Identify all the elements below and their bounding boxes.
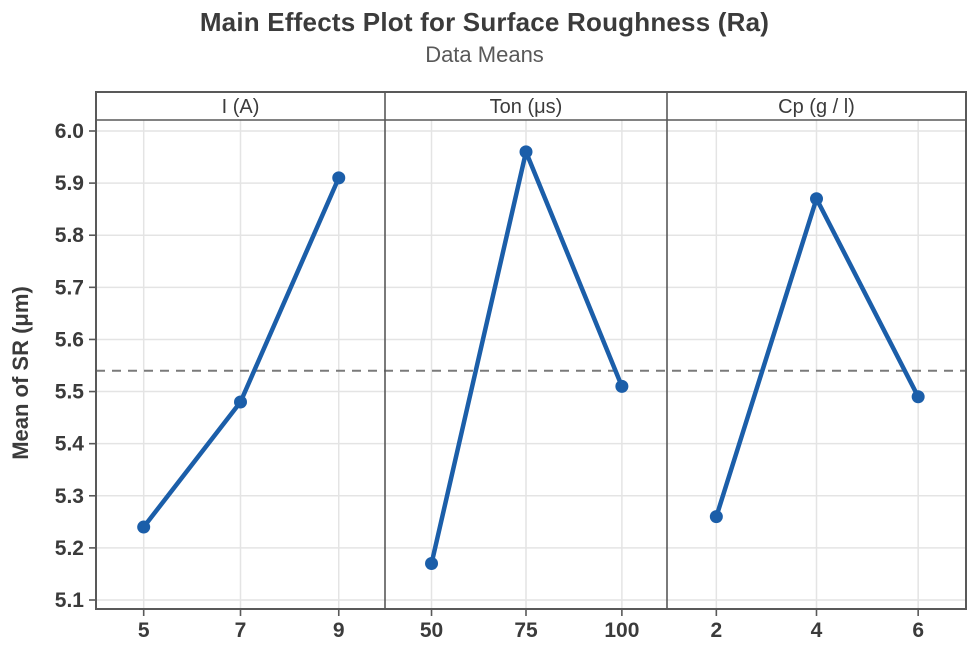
y-tick-label: 5.9 bbox=[55, 172, 84, 195]
x-tick-label: 5 bbox=[138, 619, 150, 642]
y-tick-label: 5.5 bbox=[55, 381, 85, 404]
y-tick-label: 5.7 bbox=[55, 276, 84, 299]
panel-label: I (A) bbox=[222, 96, 260, 118]
y-tick-label: 5.6 bbox=[55, 328, 84, 351]
chart-subtitle: Data Means bbox=[425, 42, 544, 67]
data-point bbox=[615, 379, 629, 393]
data-point bbox=[810, 192, 823, 206]
x-tick-label: 50 bbox=[420, 619, 443, 642]
y-tick-label: 5.1 bbox=[55, 589, 85, 612]
x-tick-label: 7 bbox=[235, 619, 247, 642]
x-tick-label: 100 bbox=[604, 619, 639, 642]
chart-title: Main Effects Plot for Surface Roughness … bbox=[199, 7, 770, 37]
y-tick-label: 5.4 bbox=[55, 433, 85, 456]
x-tick-label: 4 bbox=[811, 619, 823, 642]
data-point bbox=[332, 171, 346, 185]
panel-label: Ton (μs) bbox=[490, 96, 563, 118]
x-tick-label: 6 bbox=[912, 619, 924, 642]
y-tick-label: 5.2 bbox=[55, 537, 84, 560]
data-point bbox=[709, 510, 723, 524]
data-point bbox=[137, 520, 151, 534]
y-tick-label: 6.0 bbox=[55, 120, 84, 143]
panel-label: Cp (g / l) bbox=[778, 96, 855, 118]
x-tick-label: 75 bbox=[514, 619, 538, 642]
x-tick-label: 9 bbox=[333, 619, 345, 642]
data-point bbox=[519, 145, 533, 159]
y-tick-label: 5.3 bbox=[55, 485, 84, 508]
plot-frame bbox=[95, 91, 967, 610]
data-point bbox=[911, 390, 925, 404]
x-tick-label: 2 bbox=[710, 619, 722, 642]
y-tick-label: 5.8 bbox=[55, 224, 85, 247]
data-point bbox=[425, 557, 439, 571]
data-point bbox=[234, 395, 247, 409]
